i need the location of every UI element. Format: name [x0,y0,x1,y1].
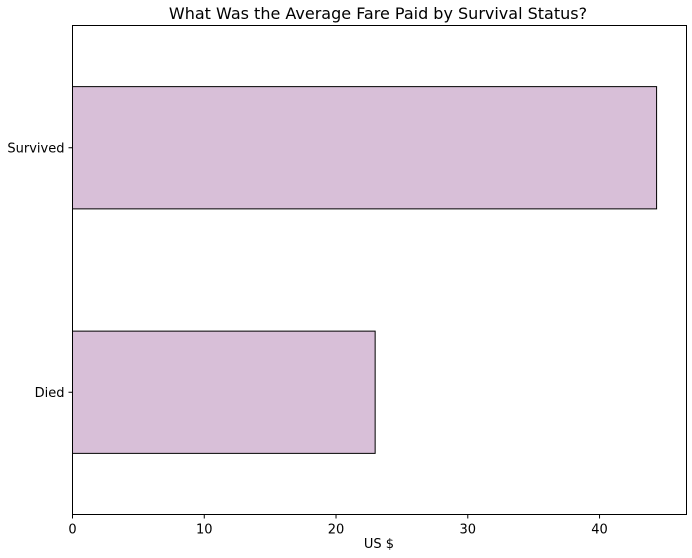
x-tick-label: 40 [591,523,608,538]
x-tick-label: 20 [328,523,345,538]
plot-area [72,25,687,515]
x-tick-label: 30 [460,523,477,538]
x-axis-label: US $ [364,537,394,552]
y-tick-label: Died [35,386,65,401]
chart-title: What Was the Average Fare Paid by Surviv… [169,4,587,23]
bar-survived [72,86,658,210]
x-tick-label: 10 [196,523,213,538]
y-tick-label: Survived [7,141,64,156]
bar-died [72,330,376,454]
x-tick-label: 0 [68,523,76,538]
